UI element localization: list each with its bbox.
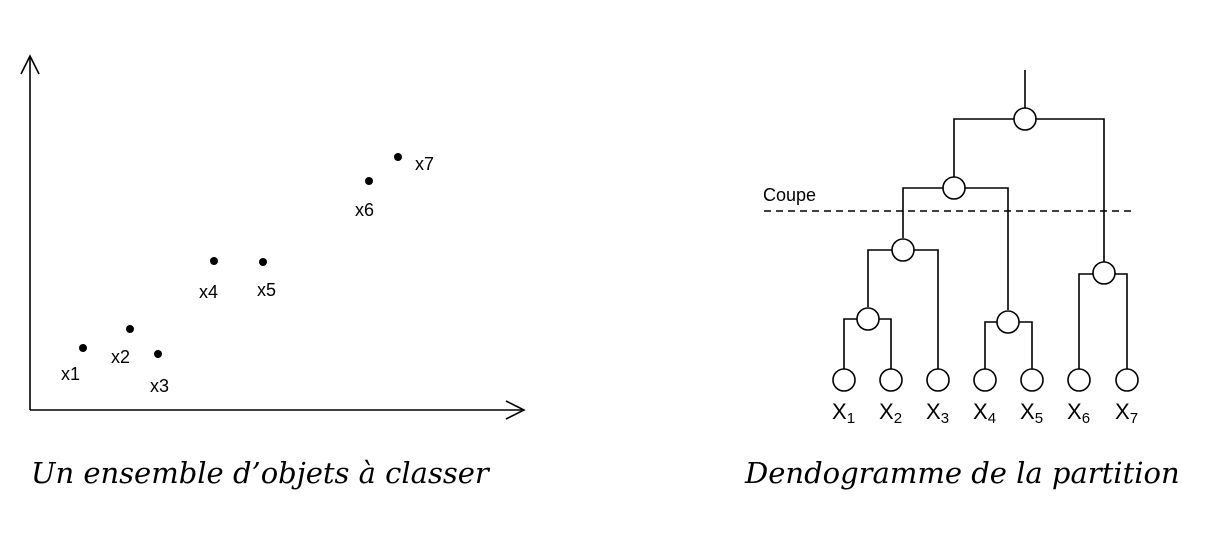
leaf-label-1: X1	[832, 399, 855, 427]
leaf-node-5	[1021, 369, 1043, 391]
bracket-f-right	[1115, 274, 1127, 369]
node-f	[1093, 262, 1115, 284]
leaf-label-2: X2	[879, 399, 902, 427]
bracket-e-right	[1019, 322, 1032, 369]
bracket-root	[954, 119, 1014, 186]
point-x6	[365, 177, 373, 185]
leaf-label-6: X6	[1067, 399, 1090, 427]
point-x1	[79, 344, 87, 352]
point-x2	[126, 325, 134, 333]
bracket-d-left	[844, 319, 857, 369]
node-b	[943, 177, 965, 199]
point-x3	[154, 350, 162, 358]
leaf-label-5: X5	[1020, 399, 1043, 427]
leaf-label-4: X4	[973, 399, 996, 427]
scatter-panel: x1 x2 x3 x4 x5 x6 x7 Un ensemble d’objet…	[21, 56, 524, 490]
node-c	[892, 239, 914, 261]
point-x5	[259, 258, 267, 266]
cut-label: Coupe	[763, 185, 816, 205]
dendrogram-panel: X1 X2 X3 X4 X5 X6 X7 Coupe Dendogramme d…	[744, 70, 1180, 490]
point-x7	[394, 153, 402, 161]
leaf-node-2	[880, 369, 902, 391]
point-label-x4: x4	[199, 282, 218, 302]
bracket-e-left	[985, 322, 997, 369]
point-label-x6: x6	[355, 200, 374, 220]
node-root	[1014, 108, 1036, 130]
point-label-x2: x2	[111, 347, 130, 367]
leaf-node-7	[1116, 369, 1138, 391]
bracket-d-right	[879, 319, 891, 369]
dendrogram-caption: Dendogramme de la partition	[744, 456, 1180, 490]
leaf-label-3: X3	[926, 399, 949, 427]
leaf-node-4	[974, 369, 996, 391]
bracket-b-right	[965, 188, 1008, 310]
bracket-root-right	[1036, 119, 1104, 262]
point-label-x1: x1	[61, 364, 80, 384]
point-label-x7: x7	[415, 154, 434, 174]
bracket-f-left	[1079, 274, 1093, 369]
leaf-node-6	[1068, 369, 1090, 391]
leaf-label-7: X7	[1115, 399, 1138, 427]
bracket-c-left	[868, 250, 892, 307]
leaf-node-3	[927, 369, 949, 391]
point-x4	[210, 257, 218, 265]
scatter-caption: Un ensemble d’objets à classer	[31, 456, 491, 490]
node-e	[997, 311, 1019, 333]
point-label-x5: x5	[257, 280, 276, 300]
bracket-c-right	[914, 250, 938, 369]
bracket-b-left	[903, 188, 943, 238]
node-d	[857, 308, 879, 330]
leaf-node-1	[833, 369, 855, 391]
point-label-x3: x3	[150, 376, 169, 396]
